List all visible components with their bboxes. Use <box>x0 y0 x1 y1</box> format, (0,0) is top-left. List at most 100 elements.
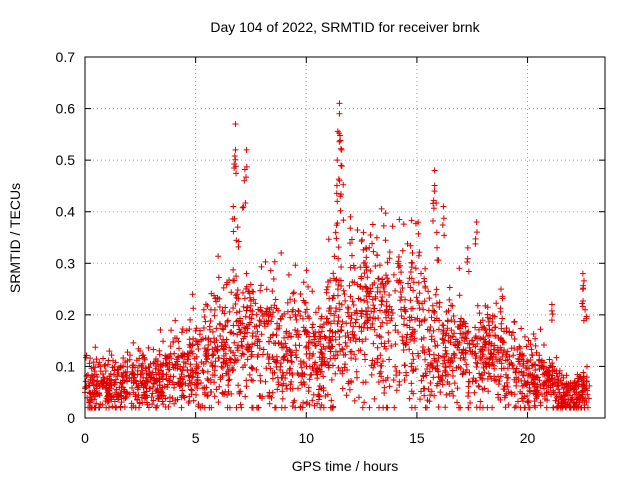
data-point <box>555 402 562 409</box>
data-point <box>377 352 384 359</box>
data-point <box>237 320 244 327</box>
data-point <box>446 284 453 291</box>
data-point <box>329 362 336 369</box>
data-point <box>342 351 349 358</box>
data-point <box>269 332 276 339</box>
data-point <box>533 388 540 395</box>
data-point <box>358 238 365 245</box>
data-point <box>263 286 270 293</box>
data-point <box>333 235 340 242</box>
data-point <box>444 325 451 332</box>
data-point <box>441 357 448 364</box>
data-point <box>532 404 539 411</box>
data-point <box>265 338 272 345</box>
chart-title: Day 104 of 2022, SRMTID for receiver brn… <box>210 19 480 35</box>
data-point <box>401 315 408 322</box>
data-point <box>397 297 404 304</box>
data-point <box>530 330 537 337</box>
data-point <box>477 398 484 405</box>
data-point <box>460 346 467 353</box>
data-point <box>141 355 148 362</box>
data-point <box>305 344 312 351</box>
data-point <box>406 317 413 324</box>
data-point <box>451 380 458 387</box>
data-point <box>162 361 169 368</box>
data-point <box>298 382 305 389</box>
data-point <box>226 404 233 411</box>
data-point <box>306 376 313 383</box>
data-point <box>292 342 299 349</box>
data-point <box>231 215 238 222</box>
data-point <box>527 357 534 364</box>
data-point <box>549 310 556 317</box>
data-point <box>580 369 587 376</box>
data-point <box>369 221 376 228</box>
data-point <box>428 336 435 343</box>
data-point <box>201 389 208 396</box>
data-point <box>171 381 178 388</box>
data-point <box>442 347 449 354</box>
data-point <box>369 281 376 288</box>
data-point <box>431 308 438 315</box>
data-point <box>457 322 464 329</box>
data-point <box>241 295 248 302</box>
data-point <box>224 279 231 286</box>
data-point <box>230 203 237 210</box>
data-point <box>408 363 415 370</box>
data-point <box>307 372 314 379</box>
data-point <box>386 303 393 310</box>
data-point <box>295 331 302 338</box>
data-point <box>233 318 240 325</box>
data-point <box>185 353 192 360</box>
data-point <box>450 313 457 320</box>
data-point <box>297 404 304 411</box>
data-point <box>420 373 427 380</box>
data-point <box>257 304 264 311</box>
data-point <box>169 395 176 402</box>
x-tick-label: 0 <box>81 430 89 446</box>
data-point <box>104 395 111 402</box>
data-point <box>423 404 430 411</box>
data-point <box>397 306 404 313</box>
data-point <box>399 333 406 340</box>
data-point <box>232 156 239 163</box>
data-point <box>241 362 248 369</box>
data-point <box>153 378 160 385</box>
data-point <box>375 315 382 322</box>
data-point <box>202 318 209 325</box>
data-point <box>295 385 302 392</box>
data-point <box>248 404 255 411</box>
data-point <box>528 362 535 369</box>
data-point <box>300 315 307 322</box>
data-point <box>216 383 223 390</box>
data-point <box>544 371 551 378</box>
data-point <box>234 224 241 231</box>
y-tick-label: 0.2 <box>56 307 76 323</box>
data-point <box>163 375 170 382</box>
data-point <box>273 353 280 360</box>
data-point <box>114 373 121 380</box>
data-point <box>388 343 395 350</box>
data-point <box>470 375 477 382</box>
data-point <box>261 320 268 327</box>
data-point <box>505 374 512 381</box>
data-point <box>202 335 209 342</box>
data-point <box>271 369 278 376</box>
data-point <box>175 338 182 345</box>
data-point <box>449 373 456 380</box>
data-point <box>431 188 438 195</box>
data-point <box>234 331 241 338</box>
data-point <box>518 368 525 375</box>
data-point <box>343 392 350 399</box>
data-point <box>407 284 414 291</box>
data-point <box>193 370 200 377</box>
data-point <box>489 312 496 319</box>
data-point <box>386 356 393 363</box>
data-point <box>435 368 442 375</box>
data-point <box>211 393 218 400</box>
data-point <box>372 262 379 269</box>
data-point <box>338 162 345 169</box>
data-point <box>85 372 92 379</box>
data-point <box>347 348 354 355</box>
data-point <box>379 358 386 365</box>
